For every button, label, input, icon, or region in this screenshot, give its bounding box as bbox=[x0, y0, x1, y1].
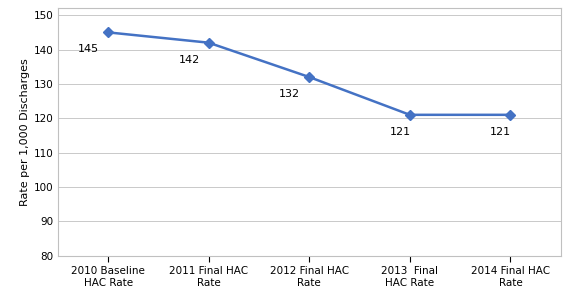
Text: 145: 145 bbox=[78, 44, 99, 54]
Y-axis label: Rate per 1,000 Discharges: Rate per 1,000 Discharges bbox=[20, 58, 30, 206]
Text: 121: 121 bbox=[490, 127, 512, 137]
Text: 121: 121 bbox=[390, 127, 411, 137]
Text: 132: 132 bbox=[279, 89, 300, 99]
Text: 142: 142 bbox=[179, 55, 200, 65]
